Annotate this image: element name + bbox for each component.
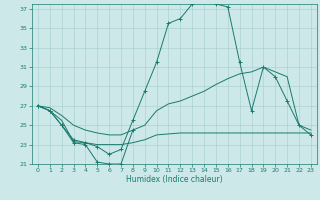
X-axis label: Humidex (Indice chaleur): Humidex (Indice chaleur): [126, 175, 223, 184]
